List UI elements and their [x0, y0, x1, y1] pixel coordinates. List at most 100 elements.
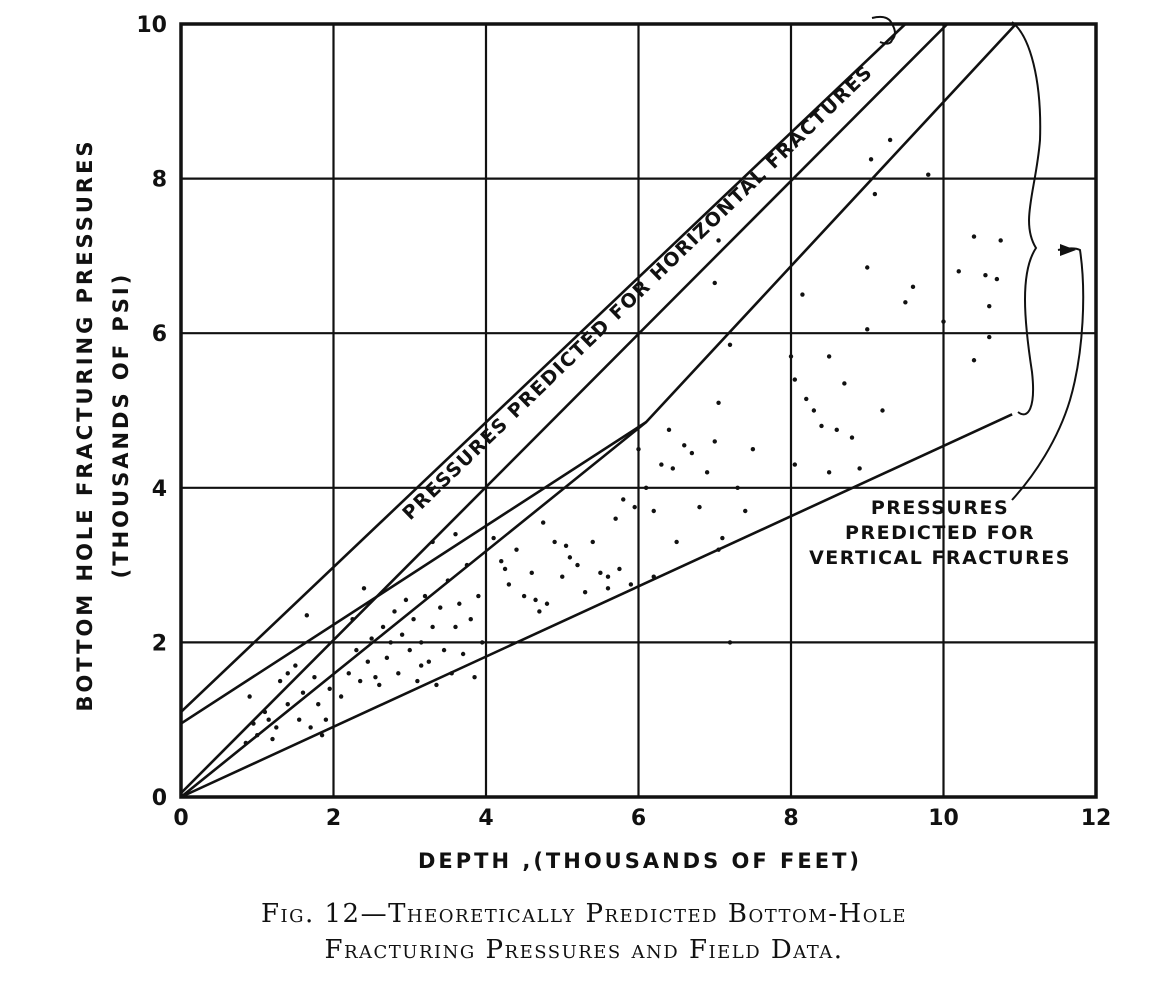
field-data-point — [312, 674, 317, 680]
field-data-point — [903, 300, 908, 305]
field-data-point — [476, 593, 481, 599]
field-data-point — [651, 574, 656, 579]
field-data-point — [800, 292, 805, 297]
field-data-point — [396, 671, 401, 676]
field-data-point — [582, 589, 588, 595]
x-tick-label: 10 — [928, 806, 959, 831]
field-data-point — [792, 377, 798, 382]
field-data-point — [849, 435, 855, 440]
field-data-point — [533, 597, 538, 603]
vertical-label-line-2: PREDICTED FOR — [845, 522, 1035, 544]
field-data-point — [804, 396, 809, 402]
y-tick-label: 8 — [152, 168, 167, 193]
field-data-point — [865, 265, 870, 270]
field-data-point — [987, 334, 992, 340]
field-data-point — [598, 570, 603, 576]
field-data-point — [826, 470, 832, 475]
vertical-label-brace — [1011, 21, 1042, 416]
tick-labels: 0 2 4 6 8 10 12 0 2 4 6 8 10 — [136, 13, 1111, 831]
y-tick-label: 0 — [152, 786, 167, 811]
horizontal-fracture-lower-bound-line — [180, 23, 949, 795]
field-data-point — [716, 547, 721, 552]
field-data-point — [887, 137, 893, 143]
field-data-point — [285, 702, 290, 707]
field-data-point — [563, 543, 569, 548]
field-data-point — [617, 566, 622, 572]
vertical-label-line-1: PRESSURES — [871, 497, 1009, 519]
field-data-point — [716, 400, 721, 405]
field-data-point — [357, 678, 363, 684]
field-data-point — [415, 678, 420, 684]
plot-frame — [179, 22, 1098, 799]
field-data-point — [300, 690, 306, 695]
field-data-point — [998, 238, 1003, 243]
field-data-point — [537, 609, 542, 614]
field-data-point — [502, 566, 508, 572]
field-data-point — [819, 423, 824, 429]
field-data-points — [243, 137, 1003, 746]
field-data-point — [266, 717, 271, 722]
field-data-point — [712, 439, 717, 444]
field-data-point — [384, 655, 390, 661]
field-data-point — [388, 640, 393, 645]
field-data-point — [453, 624, 458, 630]
field-data-point — [460, 651, 466, 657]
field-data-point — [304, 613, 310, 618]
field-data-point — [632, 504, 637, 510]
field-data-point — [418, 663, 424, 668]
field-data-point — [464, 562, 470, 568]
field-data-point — [971, 234, 977, 239]
field-data-point — [251, 721, 256, 726]
field-data-point — [941, 319, 946, 324]
field-data-point — [422, 593, 428, 599]
field-data-point — [544, 601, 550, 606]
field-data-point — [399, 632, 405, 637]
field-data-point — [296, 717, 302, 722]
field-data-point — [712, 280, 717, 286]
field-data-point — [792, 462, 798, 467]
field-data-point — [453, 531, 458, 537]
field-data-point — [872, 191, 878, 197]
y-axis-title: BOTTOM HOLE FRACTURING PRESSURES (THOUSA… — [73, 138, 133, 711]
y-tick-label: 10 — [136, 13, 167, 38]
x-tick-label: 8 — [783, 806, 798, 831]
field-data-point — [636, 446, 641, 452]
field-data-point — [491, 535, 496, 541]
y-tick-label: 2 — [152, 631, 167, 656]
field-data-point — [682, 443, 687, 448]
field-data-point — [628, 582, 634, 587]
field-data-point — [727, 640, 733, 645]
grid-lines — [181, 24, 1096, 797]
x-tick-label: 6 — [631, 806, 646, 831]
field-data-point — [621, 497, 626, 502]
x-tick-label: 2 — [326, 806, 341, 831]
field-data-point — [438, 605, 443, 610]
field-data-point — [365, 659, 371, 664]
vertical-label-line-3: VERTICAL FRACTURES — [809, 547, 1071, 569]
field-data-point — [666, 427, 672, 433]
field-data-point — [434, 682, 439, 688]
y-axis-title-line-1: BOTTOM HOLE FRACTURING PRESSURES — [73, 138, 97, 711]
field-data-point — [704, 470, 710, 475]
field-data-point — [411, 617, 416, 622]
field-data-point — [308, 725, 313, 730]
field-data-point — [361, 586, 367, 591]
field-data-point — [750, 446, 756, 452]
field-data-point — [971, 358, 977, 363]
x-axis-title: DEPTH ,(THOUSANDS OF FEET) — [418, 849, 862, 873]
field-data-point — [354, 647, 359, 653]
field-data-point — [826, 354, 832, 359]
x-tick-label: 4 — [478, 806, 493, 831]
field-data-point — [243, 740, 249, 746]
field-data-point — [983, 273, 988, 278]
field-data-point — [468, 617, 473, 622]
field-data-point — [369, 636, 374, 641]
field-data-point — [472, 674, 477, 680]
field-data-point — [994, 276, 1000, 282]
field-data-point — [323, 717, 329, 722]
field-data-point — [338, 694, 344, 699]
field-data-point — [735, 485, 740, 490]
vertical-fracture-lower-bound-line — [180, 413, 1013, 799]
field-data-point — [788, 354, 794, 359]
